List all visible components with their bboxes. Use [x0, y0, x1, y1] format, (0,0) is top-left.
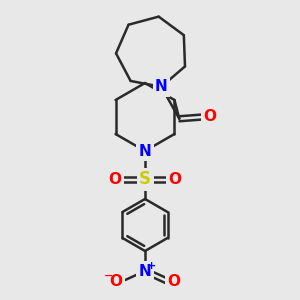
Text: S: S [139, 170, 151, 188]
Text: O: O [109, 172, 122, 187]
Text: O: O [167, 274, 181, 289]
Text: +: + [146, 261, 156, 271]
Text: −: − [104, 271, 114, 281]
Text: O: O [110, 274, 122, 289]
Text: N: N [155, 79, 168, 94]
Text: N: N [139, 143, 152, 158]
Text: O: O [169, 172, 182, 187]
Text: O: O [203, 109, 216, 124]
Text: N: N [139, 263, 152, 278]
